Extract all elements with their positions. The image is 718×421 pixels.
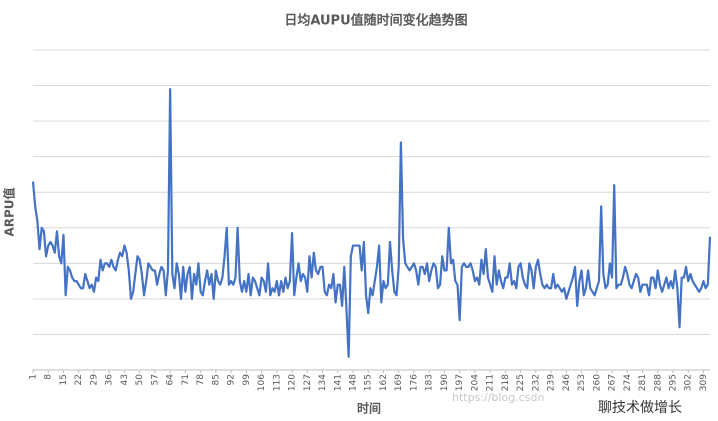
x-tick-label: 64 bbox=[166, 374, 176, 386]
x-tick-label: 57 bbox=[150, 374, 160, 385]
x-tick-label: 8 bbox=[44, 374, 54, 380]
x-tick-label: 120 bbox=[288, 374, 298, 391]
x-tick-label: 155 bbox=[364, 374, 374, 391]
x-tick-label: 225 bbox=[516, 374, 526, 391]
x-tick-label: 288 bbox=[653, 374, 663, 391]
x-tick-label: 260 bbox=[592, 374, 602, 391]
x-tick-label: 169 bbox=[394, 374, 404, 391]
x-tick-label: 267 bbox=[608, 374, 618, 391]
x-tick-label: 22 bbox=[74, 374, 84, 385]
x-tick-label: 162 bbox=[379, 374, 389, 391]
x-tick-label: 281 bbox=[638, 374, 648, 391]
x-tick-label: 218 bbox=[501, 374, 511, 391]
x-tick-label: 71 bbox=[181, 374, 191, 385]
x-tick-label: 29 bbox=[89, 374, 99, 386]
x-tick-label: 127 bbox=[303, 374, 313, 391]
x-tick-label: 253 bbox=[577, 374, 587, 391]
x-tick-label: 148 bbox=[348, 374, 358, 391]
x-tick-label: 106 bbox=[257, 374, 267, 391]
x-tick-label: 176 bbox=[409, 374, 419, 391]
x-tick-label: 15 bbox=[59, 374, 69, 385]
watermark-url: https://blog.csdn bbox=[452, 391, 544, 404]
x-tick-label: 246 bbox=[562, 374, 572, 391]
x-tick-label: 113 bbox=[272, 374, 282, 391]
x-tick-label: 239 bbox=[547, 374, 557, 391]
x-tick-label: 232 bbox=[531, 374, 541, 391]
x-tick-label: 197 bbox=[455, 374, 465, 391]
x-tick-label: 99 bbox=[242, 374, 252, 386]
x-tick-label: 309 bbox=[699, 374, 709, 391]
x-tick-label: 295 bbox=[668, 374, 678, 391]
x-tick-label: 1 bbox=[29, 374, 39, 380]
y-axis-label: ARPU值 bbox=[2, 187, 17, 236]
x-tick-label: 85 bbox=[211, 374, 221, 385]
data-line bbox=[31, 88, 712, 358]
x-tick-label: 274 bbox=[623, 374, 633, 391]
x-tick-label: 78 bbox=[196, 374, 206, 386]
x-tick-label: 43 bbox=[120, 374, 130, 385]
x-axis-label: 时间 bbox=[357, 401, 381, 416]
x-tick-label: 36 bbox=[105, 374, 115, 386]
watermark-label: 聊技术做增长 bbox=[598, 400, 682, 416]
x-tick-label: 183 bbox=[425, 374, 435, 391]
x-tick-label: 211 bbox=[486, 374, 496, 391]
x-tick-label: 50 bbox=[135, 374, 145, 386]
x-tick-label: 204 bbox=[470, 374, 480, 391]
x-tick-label: 190 bbox=[440, 374, 450, 391]
x-tick-label: 92 bbox=[227, 374, 237, 385]
x-tick-label: 141 bbox=[333, 374, 343, 391]
x-tick-label: 134 bbox=[318, 374, 328, 391]
x-tick-label: 302 bbox=[684, 374, 694, 391]
chart-title: 日均AUPU值随时间变化趋势图 bbox=[284, 13, 467, 29]
